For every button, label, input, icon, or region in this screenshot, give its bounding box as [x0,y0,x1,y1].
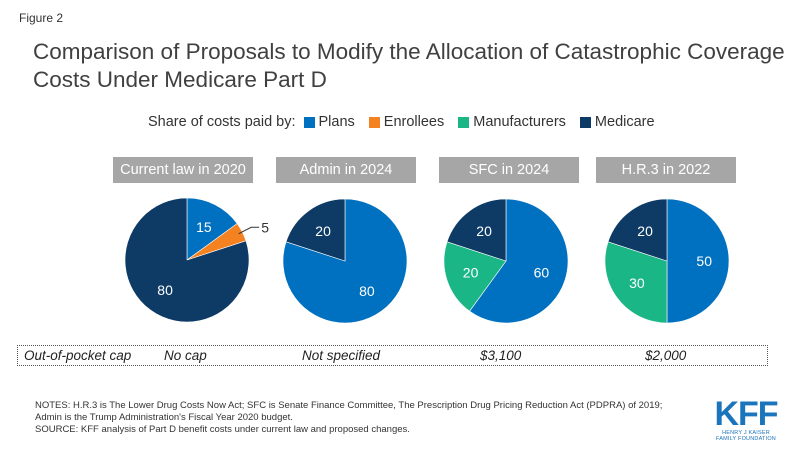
pie-0-slice-plans [186,197,238,261]
oop-label: Out-of-pocket cap [24,348,132,363]
legend-swatch-plans [303,116,315,128]
oop-value-hr3: $2,000 [645,348,687,363]
legend-item-enrollees: Enrollees [368,114,445,130]
legend-label-manufacturers: Manufacturers [473,114,566,130]
kff-logo: KFF HENRY J KAISER FAMILY FOUNDATION [708,395,784,442]
pie-1-label-medicare: 20 [315,223,331,239]
pie-1-slice-medicare [285,198,346,262]
pie-0-leader-enrollees [238,226,260,235]
pie-3-label-manufacturers: 30 [629,275,645,291]
pie-2-label-manufacturers: 20 [463,265,479,281]
chart-title: Comparison of Proposals to Modify the Al… [33,39,785,92]
pie-0-label-plans: 15 [196,219,212,235]
logo-sub-1: HENRY J KAISER [722,430,770,436]
legend: Share of costs paid by: Plans Enrollees … [148,113,669,131]
legend-label-plans: Plans [318,114,355,130]
pie-1-label-plans: 80 [359,283,375,299]
legend-item-medicare: Medicare [579,114,655,130]
figure-label: Figure 2 [19,11,64,25]
legend-label-medicare: Medicare [594,114,655,130]
pie-0-label-medicare: 80 [157,282,173,298]
logo-sub-2: FAMILY FOUNDATION [716,436,776,442]
pie-header-current-law: Current law in 2020 [113,157,253,183]
legend-swatch-enrollees [368,116,380,128]
legend-label-enrollees: Enrollees [383,114,445,130]
pie-3-slice-manufacturers [604,241,668,324]
out-of-pocket-row: Out-of-pocket cap No cap Not specified $… [17,345,768,366]
source-text: SOURCE: KFF analysis of Part D benefit c… [35,424,410,435]
legend-item-plans: Plans [303,114,355,130]
notes-text: NOTES: H.R.3 is The Lower Drug Costs Now… [35,400,663,423]
pie-header-hr3: H.R.3 in 2022 [596,157,736,183]
legend-swatch-medicare [579,116,591,128]
legend-swatch-manufacturers [458,116,470,128]
legend-lead: Share of costs paid by: [148,114,296,130]
pie-3-slice-medicare [607,198,668,262]
pie-2-slice-manufacturers [443,241,507,312]
pie-header-admin: Admin in 2024 [276,157,416,183]
oop-value-sfc: $3,100 [480,348,522,363]
legend-item-manufacturers: Manufacturers [458,114,566,130]
pie-2-slice-medicare [446,198,507,262]
pie-0-slice-medicare [124,197,250,323]
pie-0-label-enrollees: 5 [261,219,269,235]
pie-header-sfc: SFC in 2024 [439,157,579,183]
notes: NOTES: H.R.3 is The Lower Drug Costs Now… [35,400,690,436]
oop-value-admin: Not specified [302,348,381,363]
pie-2-label-plans: 60 [534,265,550,281]
pie-3-slice-plans [666,198,730,324]
oop-value-current-law: No cap [164,348,207,363]
pie-2-label-medicare: 20 [476,223,492,239]
pie-2-slice-plans [469,198,569,324]
pie-3-label-plans: 50 [696,253,712,269]
pie-3-label-medicare: 20 [637,223,653,239]
logo-mark: KFF [714,395,778,433]
